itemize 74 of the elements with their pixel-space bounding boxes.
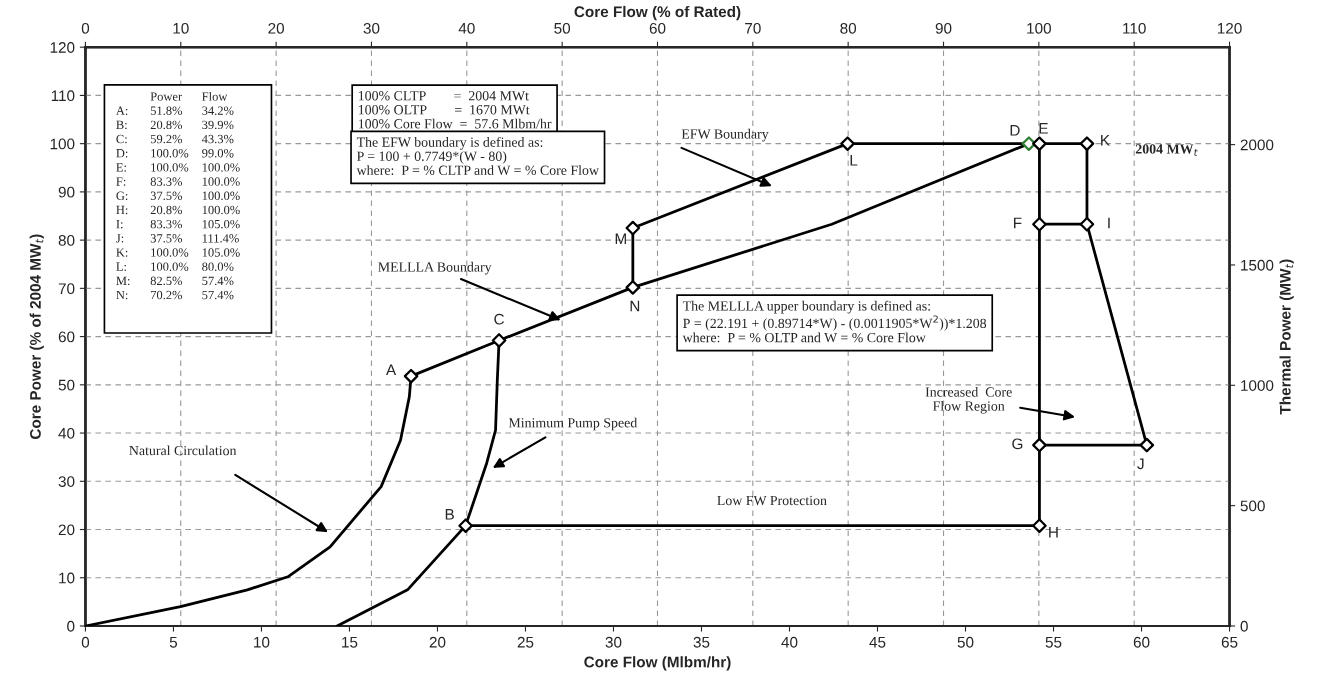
x2-tick-label: 120 (1217, 22, 1242, 34)
y-tick-label: 30 (58, 476, 75, 487)
text: Power Flow A: 51.8% 34.2% B: 20.8% 39.9% C: 59.2% 43.3% D: 100.0% 99.0% E: 100.0% 100.0% F: 83.3% 100.0% G: 37.5% 100.0% H: 20.8% 100.0% I: 83.3% 105.0% J: 37.5% 111.4% K: 100.0% 105.0% L: 100.0% 80.0% M: 82.5% 57.4% N: 70.2% 57.4% (116, 91, 240, 300)
y-tick-label: 50 (58, 379, 75, 391)
x2-tick-label: 60 (649, 22, 666, 34)
y-tick-label: 10 (59, 572, 75, 584)
x-tick-label: 40 (781, 636, 798, 648)
y-tick-label: 0 (67, 620, 75, 632)
x-tick-label: 65 (1221, 636, 1238, 648)
x2-tick-label: 90 (935, 22, 952, 34)
x-tick-label: 60 (1133, 636, 1150, 648)
x2-tick-label: 80 (840, 22, 857, 34)
data-label: J (1137, 458, 1144, 470)
y2-tick-label: 500 (1240, 500, 1265, 512)
data-label: B (445, 509, 454, 520)
data-label: A (386, 364, 397, 376)
x-tick-label: 15 (342, 636, 358, 648)
annotation: 2004 MW$_{t}$ (1135, 144, 1198, 156)
x-axis-title: Core Flow (Mlbm/hr) (584, 656, 731, 671)
y-tick-label: 90 (58, 186, 75, 198)
y-tick-label: 110 (51, 90, 75, 102)
y2-tick-label: 2000 (1240, 139, 1274, 151)
x2-tick-label: 0 (81, 22, 90, 34)
y-tick-label: 80 (58, 234, 75, 246)
annotation: Minimum Pump Speed (508, 417, 638, 431)
x-tick-label: 0 (81, 636, 90, 648)
annotation: The MELLLA upper boundary is defined as: P = (22.191 + (0.89714*W) - (0.0011905*W$^{2}$))*1.208 where: P = % OLTP and W = % Core Flow (682, 300, 987, 343)
data-label: C (494, 313, 505, 325)
y-tick-label: 40 (58, 427, 75, 439)
x2-tick-label: 100 (1027, 22, 1051, 34)
annotation: Natural Circulation (129, 445, 237, 456)
y2-tick-label: 1000 (1241, 380, 1274, 391)
data-label: M (615, 233, 626, 245)
data-label: F (1014, 217, 1022, 229)
y-tick-label: 70 (58, 283, 75, 295)
y-tick-label: 20 (58, 524, 75, 536)
x-tick-label: 45 (869, 636, 886, 648)
annotation: MELLLA Boundary (378, 261, 492, 275)
y-axis-title: Core Power (% of 2004 MW$_{t}$) (29, 234, 44, 440)
y-tick-label: 60 (58, 331, 75, 343)
x2-tick-label: 40 (458, 22, 475, 34)
data-label: L (850, 155, 858, 166)
x2-tick-label: 10 (173, 22, 189, 34)
y2-axis-title: Thermal Power (MW$_{t}$) (1279, 259, 1294, 415)
x2-tick-label: 70 (745, 22, 761, 34)
x2-tick-label: 20 (268, 22, 285, 34)
y-tick-label: 100 (50, 138, 75, 150)
x2-tick-label: 30 (363, 22, 380, 34)
data-label: H (1049, 527, 1058, 538)
data-label: E (1039, 123, 1048, 134)
annotation: The EFW boundary is defined as: P = 100 + 0.7749*(W - 80) where: P = % CLTP and W = % Core Flow (356, 136, 599, 176)
annotation: EFW Boundary (681, 128, 769, 142)
data-label: K (1101, 135, 1110, 146)
annotation: Increased Core Flow Region (925, 386, 1012, 414)
x-tick-label: 20 (429, 636, 446, 648)
annotation: Low FW Protection (717, 495, 827, 506)
x2-axis-title: Core Flow (% of Rated) (574, 5, 741, 21)
x2-tick-label: 50 (554, 22, 571, 34)
x-tick-label: 5 (169, 636, 178, 648)
y2-tick-label: 0 (1240, 620, 1248, 632)
data-label: N (630, 300, 640, 312)
data-label: I (1108, 217, 1110, 229)
x-tick-label: 50 (957, 636, 974, 648)
annotation: 100% CLTP = 2004 MWt 100% OLTP = 1670 MWt 100% Core Flow = 57.6 Mlbm/hr (358, 91, 552, 129)
x-tick-label: 55 (1045, 636, 1062, 648)
y2-tick-label: 1500 (1241, 259, 1274, 271)
x-tick-label: 10 (254, 636, 270, 648)
x-tick-label: 35 (693, 636, 710, 648)
x2-tick-label: 110 (1123, 22, 1146, 34)
y-tick-label: 120 (50, 42, 75, 53)
data-label: G (1012, 438, 1023, 450)
x-tick-label: 30 (605, 636, 622, 648)
data-label: D (1010, 125, 1020, 136)
x-tick-label: 25 (517, 636, 534, 648)
